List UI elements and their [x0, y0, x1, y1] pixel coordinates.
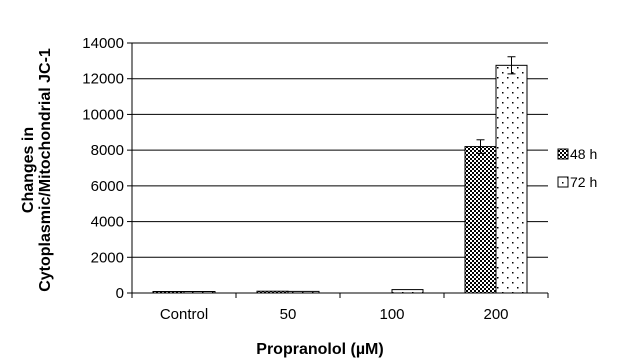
bar [391, 289, 424, 294]
x-axis-ticks: Control 50 100 200 [131, 293, 549, 323]
bar [495, 64, 528, 294]
y-axis-title-line-2: Cytoplasmic/Mitochondrial JC-1 [37, 48, 54, 292]
x-tick-label: 200 [483, 306, 508, 323]
legend-swatch-72h [557, 176, 569, 188]
legend-label-48h: 48 h [570, 146, 597, 162]
y-tick-label: 14000 [82, 35, 124, 52]
bars [152, 64, 528, 294]
y-tick-label: 6000 [91, 178, 124, 195]
y-tick-label: 4000 [91, 214, 124, 231]
y-tick-label: 12000 [82, 71, 124, 88]
x-tick-label: 100 [379, 306, 404, 323]
legend-swatch-48h [557, 148, 569, 160]
legend-label-72h: 72 h [570, 174, 597, 190]
x-tick-label: Control [160, 306, 208, 323]
x-tick-label: 50 [280, 306, 297, 323]
y-tick-label: 0 [116, 285, 124, 302]
y-tick-label: 2000 [91, 249, 124, 266]
y-tick-label: 8000 [91, 142, 124, 159]
gridlines [132, 42, 548, 258]
y-tick-label: 10000 [82, 106, 124, 123]
error-bars [476, 56, 516, 154]
legend: 48 h 72 h [557, 146, 597, 190]
x-axis-title: Propranolol (µM) [256, 341, 383, 358]
y-axis-title-line-1: Changes in [20, 127, 37, 213]
bar [464, 146, 497, 294]
y-axis-ticks: 0 2000 4000 6000 8000 10000 12000 14000 [82, 35, 132, 302]
